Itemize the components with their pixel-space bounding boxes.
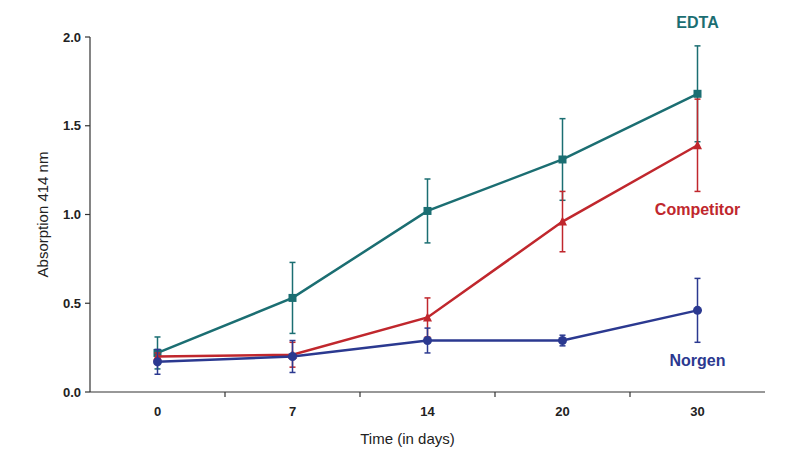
y-tick: [85, 36, 90, 37]
x-axis: [90, 391, 765, 392]
y-tick-label: 0.0: [63, 385, 81, 400]
error-cap: [560, 251, 566, 253]
series: [154, 46, 702, 369]
error-cap: [290, 340, 296, 342]
y-tick: [85, 125, 90, 126]
error-cap: [155, 336, 161, 338]
y-tick-label: 1.5: [63, 118, 81, 133]
x-tick: [224, 392, 225, 397]
chart: 0.0 0.5 1.0 1.5 2.0 0 7 14 20 30 Time (in days) Abs…: [0, 0, 800, 465]
marker: [558, 336, 567, 345]
x-tick-label: 30: [690, 404, 704, 419]
error-cap: [695, 45, 701, 47]
error-cap: [425, 242, 431, 244]
x-tick: [359, 392, 360, 397]
x-tick-label: 0: [154, 404, 161, 419]
marker: [423, 336, 432, 345]
plot-area: [153, 46, 702, 374]
error-bar: [560, 119, 566, 201]
marker: [558, 217, 567, 226]
series-label: Norgen: [670, 352, 726, 369]
error-cap: [290, 372, 296, 374]
error-cap: [695, 342, 701, 344]
error-bar: [425, 179, 431, 243]
y-tick-label: 0.5: [63, 296, 81, 311]
x-tick: [629, 392, 630, 397]
error-cap: [425, 178, 431, 180]
error-cap: [425, 352, 431, 354]
marker: [693, 140, 702, 149]
error-cap: [290, 262, 296, 264]
y-tick-label: 2.0: [63, 30, 81, 45]
series-line: [158, 145, 698, 356]
marker: [423, 312, 432, 321]
error-cap: [560, 191, 566, 193]
marker: [153, 357, 162, 366]
marker: [288, 352, 297, 361]
series-label: EDTA: [676, 14, 719, 31]
error-cap: [560, 118, 566, 120]
y-tick: [85, 303, 90, 304]
error-cap: [560, 345, 566, 347]
error-cap: [695, 98, 701, 100]
error-cap: [695, 278, 701, 280]
marker: [693, 306, 702, 315]
error-bar: [290, 262, 296, 333]
y-tick-label: 1.0: [63, 207, 81, 222]
error-cap: [155, 349, 161, 351]
series: [153, 99, 702, 367]
marker: [424, 207, 432, 215]
error-cap: [560, 334, 566, 336]
y-axis-title: Absorption 414 nm: [34, 152, 51, 278]
error-cap: [425, 297, 431, 299]
marker: [289, 294, 297, 302]
marker: [694, 90, 702, 98]
x-tick-label: 20: [555, 404, 569, 419]
y-tick: [85, 214, 90, 215]
x-tick-label: 7: [289, 404, 296, 419]
x-tick-label: 14: [420, 404, 435, 419]
error-cap: [425, 327, 431, 329]
x-tick: [494, 392, 495, 397]
series-line: [158, 94, 698, 353]
error-cap: [695, 191, 701, 193]
marker: [559, 155, 567, 163]
x-axis-title: Time (in days): [360, 430, 454, 447]
series-line: [158, 310, 698, 361]
series-label: Competitor: [655, 201, 740, 218]
error-cap: [155, 374, 161, 376]
series: [153, 278, 702, 374]
y-tick: [85, 391, 90, 392]
error-cap: [290, 333, 296, 335]
